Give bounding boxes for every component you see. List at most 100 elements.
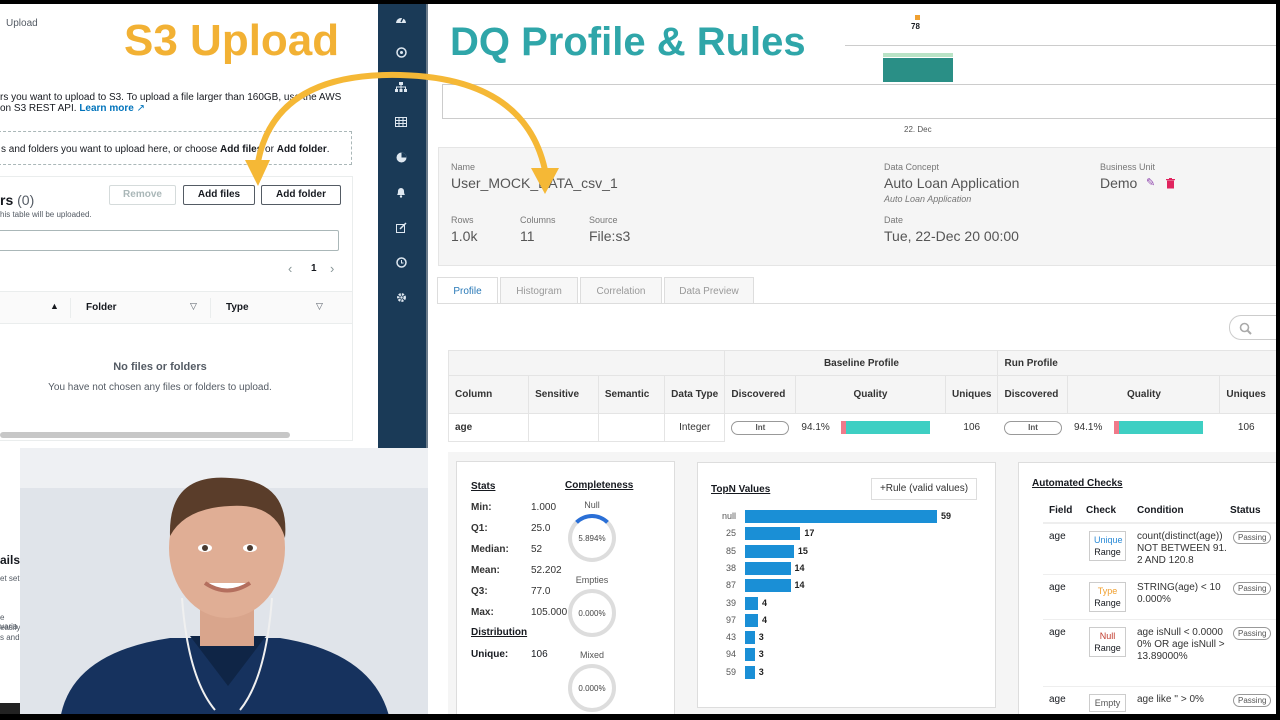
s3-upload-panel: Upload rs you want to upload to S3. To u…: [0, 0, 376, 450]
sort-folder-icon[interactable]: ▽: [190, 301, 197, 311]
tab-histogram[interactable]: Histogram: [500, 277, 578, 304]
tab-data-preview[interactable]: Data Preview: [664, 277, 754, 304]
check-type-box[interactable]: Type Range: [1089, 582, 1126, 612]
s3-upload-title: S3 Upload: [124, 16, 340, 65]
date-label: Date: [884, 215, 904, 225]
check-status-badge: Passing: [1233, 582, 1272, 595]
unique-value: 106: [531, 649, 548, 660]
sort-type-icon[interactable]: ▽: [316, 301, 323, 311]
pie-chart-icon[interactable]: [378, 142, 424, 172]
check-type-box[interactable]: Unique Range: [1089, 531, 1126, 561]
col-semantic[interactable]: Semantic: [597, 375, 666, 414]
unique-label: Unique:: [471, 649, 509, 660]
compass-icon[interactable]: [378, 37, 424, 67]
bar-value-label: 14: [794, 580, 805, 591]
date-value: Tue, 22-Dec 20 00:00: [884, 228, 1019, 244]
edit-unit-icon[interactable]: ✎: [1146, 177, 1156, 189]
gear-icon[interactable]: [378, 282, 424, 312]
col-sensitive[interactable]: Sensitive: [528, 375, 599, 414]
stat-label: Max:: [471, 607, 494, 618]
remove-button[interactable]: Remove: [109, 185, 176, 205]
bar[interactable]: [745, 561, 791, 575]
bar[interactable]: [745, 527, 801, 541]
next-page-icon[interactable]: ›: [330, 261, 335, 276]
run-discovered-chip[interactable]: Int: [1003, 420, 1062, 435]
col-quality[interactable]: Quality: [794, 375, 947, 414]
col-run-uniques[interactable]: Uniques: [1219, 375, 1280, 414]
bar[interactable]: [745, 510, 937, 523]
checks-header: Field Check Condition Status: [1043, 499, 1280, 523]
bar[interactable]: [745, 665, 755, 679]
row-semantic: [597, 413, 666, 442]
learn-more-link[interactable]: Learn more: [79, 103, 134, 114]
checks-col-check: Check: [1086, 505, 1117, 516]
fragment-text: e varia: [0, 613, 18, 631]
col-run-quality[interactable]: Quality: [1067, 375, 1221, 414]
edit-icon[interactable]: [378, 212, 424, 242]
quality-percent: 94.1%: [801, 422, 830, 434]
horizontal-scrollbar[interactable]: [0, 432, 290, 438]
column-type[interactable]: Type: [226, 302, 249, 313]
clock-icon[interactable]: [378, 247, 424, 277]
checks-col-condition: Condition: [1137, 505, 1184, 516]
prev-page-icon[interactable]: ‹: [288, 261, 293, 276]
check-status-badge: Passing: [1233, 694, 1272, 707]
check-field: age: [1049, 531, 1066, 542]
check-status-badge: Passing: [1233, 627, 1272, 640]
dq-panel: 78 22. Dec Name User_MOCK_DATA_csv_1 Dat…: [428, 0, 1280, 720]
row-uniques: 106: [963, 422, 981, 434]
check-type-box[interactable]: Empty: [1089, 694, 1126, 712]
stat-value: 77.0: [531, 586, 551, 597]
tab-correlation[interactable]: Correlation: [580, 277, 662, 304]
concept-label: Data Concept: [884, 162, 940, 172]
add-folder-button[interactable]: Add folder: [261, 185, 341, 205]
source-label: Source: [589, 215, 618, 225]
col-column[interactable]: Column: [447, 375, 530, 414]
discovered-chip[interactable]: Int: [731, 420, 790, 435]
col-uniques[interactable]: Uniques: [945, 375, 999, 414]
row-run-quality: 94.1%: [1068, 414, 1220, 442]
bar-category-label: 85: [725, 545, 736, 556]
hierarchy-icon[interactable]: [378, 72, 424, 102]
bell-icon[interactable]: [378, 177, 424, 207]
bar[interactable]: [745, 613, 759, 627]
breadcrumb[interactable]: Upload: [6, 18, 38, 29]
check-condition: count(distinct(age)) NOT BETWEEN 91.2 AN…: [1137, 531, 1227, 566]
add-files-button[interactable]: Add files: [183, 185, 255, 205]
delete-unit-icon[interactable]: [1166, 176, 1175, 189]
top-frame: [0, 0, 1280, 4]
column-divider: [70, 298, 71, 318]
app-sidebar: [378, 0, 426, 450]
check-type-box[interactable]: Null Range: [1089, 627, 1126, 657]
completeness-ring: 5.894%: [568, 514, 616, 562]
external-link-icon: ↗: [136, 103, 145, 114]
table-row[interactable]: age Integer Int 94.1% 106 Int 94.1% 106: [447, 413, 1280, 442]
check-row-divider: [1043, 619, 1280, 620]
bar[interactable]: [745, 596, 759, 610]
table-icon[interactable]: [378, 107, 424, 137]
bar[interactable]: [745, 648, 755, 662]
bar[interactable]: [745, 579, 791, 593]
add-rule-button[interactable]: +Rule (valid values): [871, 478, 977, 500]
dataset-meta: [438, 147, 1280, 266]
stat-label: Q3:: [471, 586, 488, 597]
concept-sub: Auto Loan Application: [884, 194, 972, 204]
presenter-video: [20, 448, 428, 720]
bar[interactable]: [745, 544, 794, 558]
find-files-input[interactable]: [0, 230, 339, 251]
completeness-value: 5.894%: [578, 533, 606, 543]
checks-title: Automated Checks: [1032, 478, 1123, 489]
sort-asc-icon[interactable]: ▲: [50, 301, 59, 311]
checks-col-field: Field: [1049, 505, 1073, 516]
col-run-discovered[interactable]: Discovered: [997, 375, 1069, 414]
stat-label: Mean:: [471, 565, 500, 576]
drop-zone[interactable]: s and folders you want to upload here, o…: [0, 131, 352, 165]
profile-search-input[interactable]: [1229, 315, 1280, 340]
page-number[interactable]: 1: [311, 263, 317, 274]
tab-profile[interactable]: Profile: [437, 277, 498, 304]
column-folder[interactable]: Folder: [86, 302, 117, 313]
col-discovered[interactable]: Discovered: [724, 375, 796, 414]
col-data-type[interactable]: Data Type: [663, 375, 726, 414]
bar[interactable]: [745, 631, 755, 645]
dashboard-icon[interactable]: [378, 4, 424, 34]
